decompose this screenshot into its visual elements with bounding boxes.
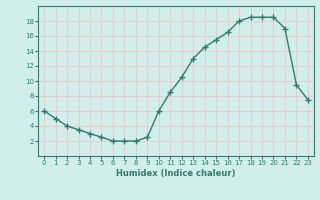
X-axis label: Humidex (Indice chaleur): Humidex (Indice chaleur) <box>116 169 236 178</box>
